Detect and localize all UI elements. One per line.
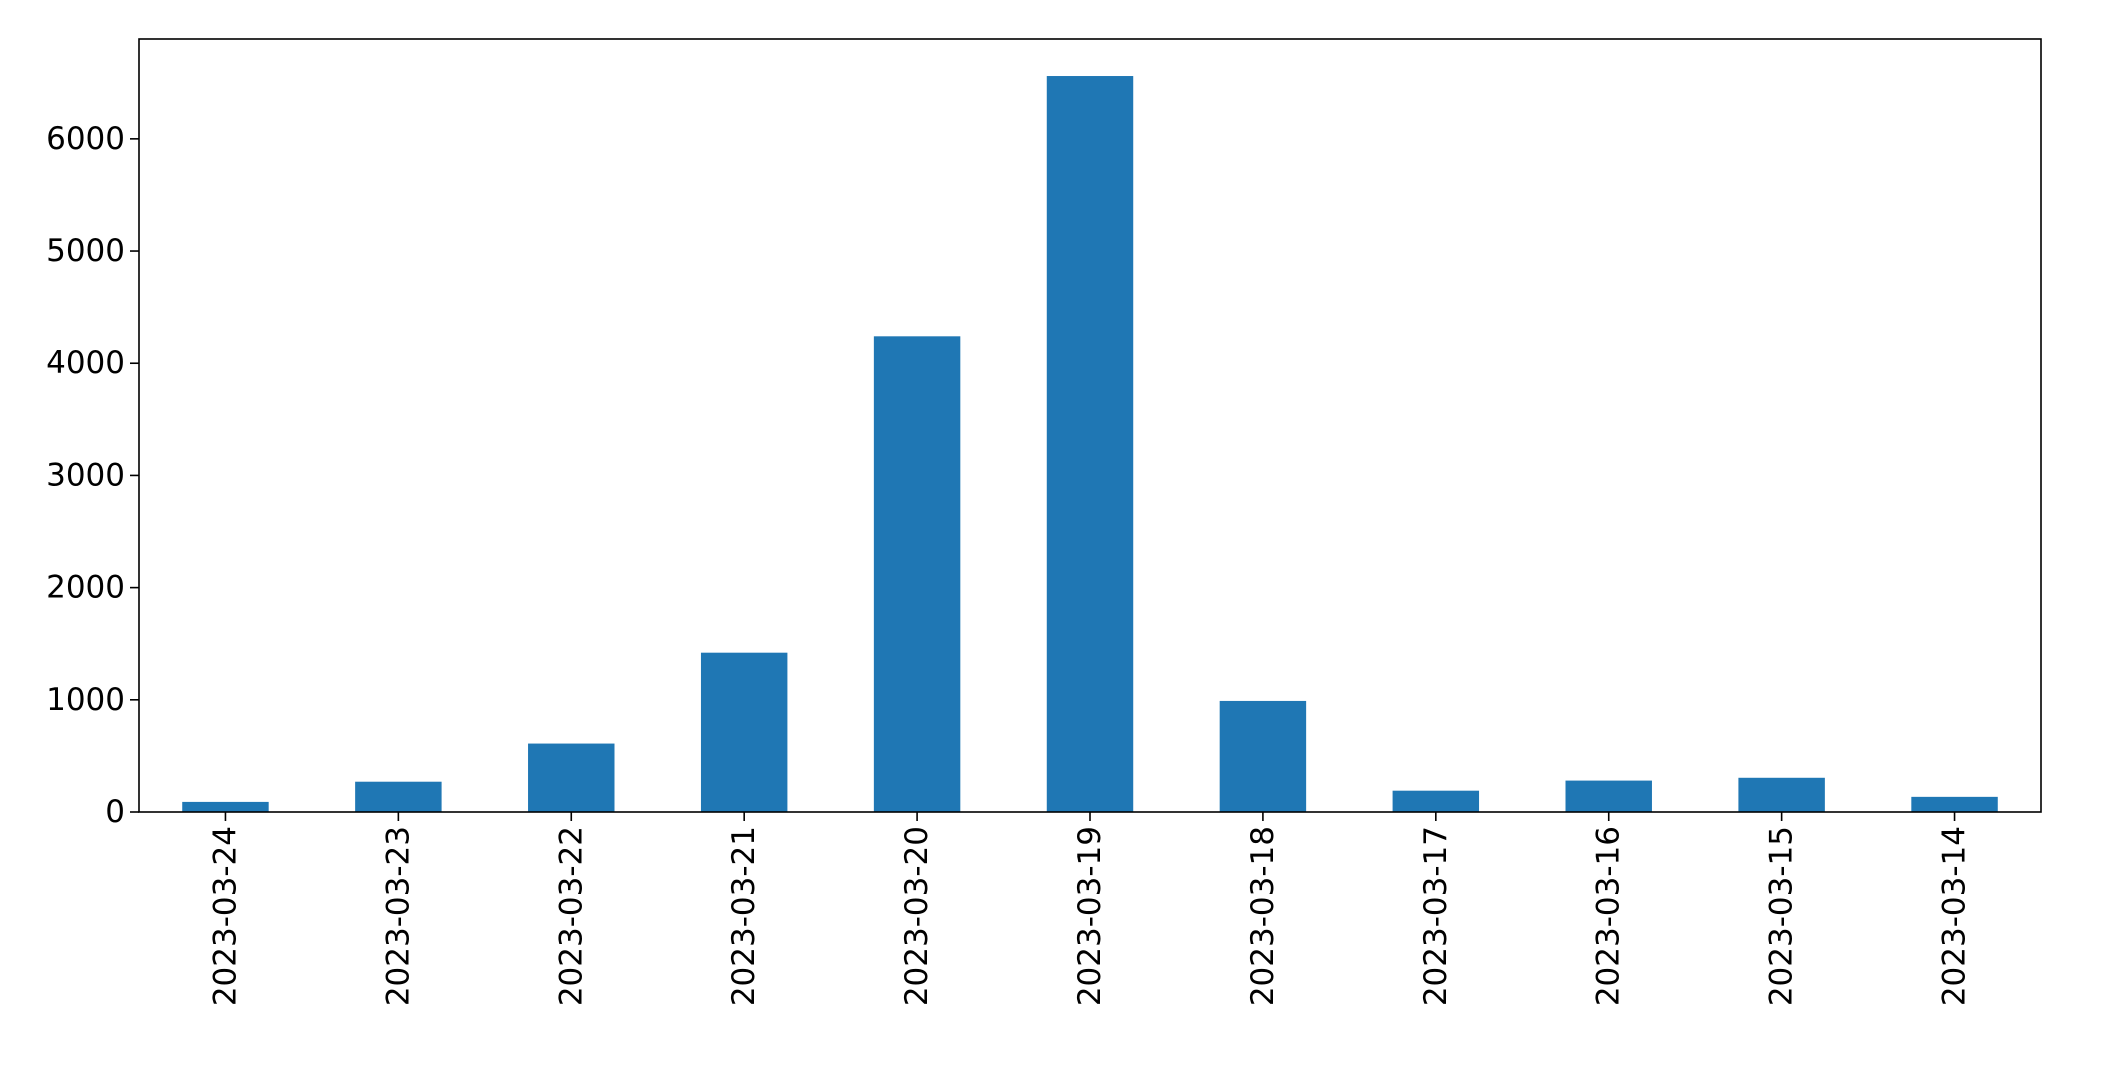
x-tick-label: 2023-03-20 <box>899 826 935 1006</box>
bar-2023-03-20 <box>873 336 961 812</box>
bar-2023-03-17 <box>1392 790 1480 812</box>
y-axis: 0 1000 2000 3000 4000 5000 6000 <box>46 121 139 830</box>
plot-frame <box>138 38 2042 813</box>
x-tick-label: 2023-03-15 <box>1764 826 1800 1006</box>
y-tick-label: 0 <box>105 794 125 830</box>
y-tick-label: 3000 <box>46 457 125 493</box>
bar-2023-03-22 <box>528 743 615 812</box>
x-tick-label: 2023-03-21 <box>726 826 762 1006</box>
x-tick-label: 2023-03-22 <box>553 826 589 1006</box>
y-tick-label: 4000 <box>46 345 125 381</box>
bar-2023-03-19 <box>1046 76 1134 813</box>
x-tick-label: 2023-03-24 <box>207 826 243 1006</box>
x-tick-label: 2023-03-14 <box>1937 826 1973 1006</box>
x-tick-label: 2023-03-17 <box>1418 826 1454 1006</box>
bar-2023-03-21 <box>700 652 788 812</box>
x-tick-label: 2023-03-23 <box>380 826 416 1006</box>
bar-2023-03-14 <box>1911 796 1998 812</box>
bar-2023-03-23 <box>355 781 442 812</box>
x-tick-label: 2023-03-18 <box>1245 826 1281 1006</box>
x-tick-label: 2023-03-19 <box>1072 826 1108 1006</box>
y-tick-label: 6000 <box>46 121 125 157</box>
bar-2023-03-18 <box>1219 700 1307 812</box>
x-tick-label: 2023-03-16 <box>1591 826 1627 1006</box>
bars <box>182 76 1998 813</box>
y-tick-label: 2000 <box>46 570 125 606</box>
x-axis: 2023-03-24 2023-03-23 2023-03-22 2023-03-21… <box>207 812 1973 1006</box>
y-tick-label: 1000 <box>46 682 125 718</box>
bar-2023-03-24 <box>182 801 269 812</box>
bar-2023-03-15 <box>1738 777 1825 812</box>
bar-2023-03-16 <box>1565 780 1652 812</box>
y-tick-label: 5000 <box>46 233 125 269</box>
